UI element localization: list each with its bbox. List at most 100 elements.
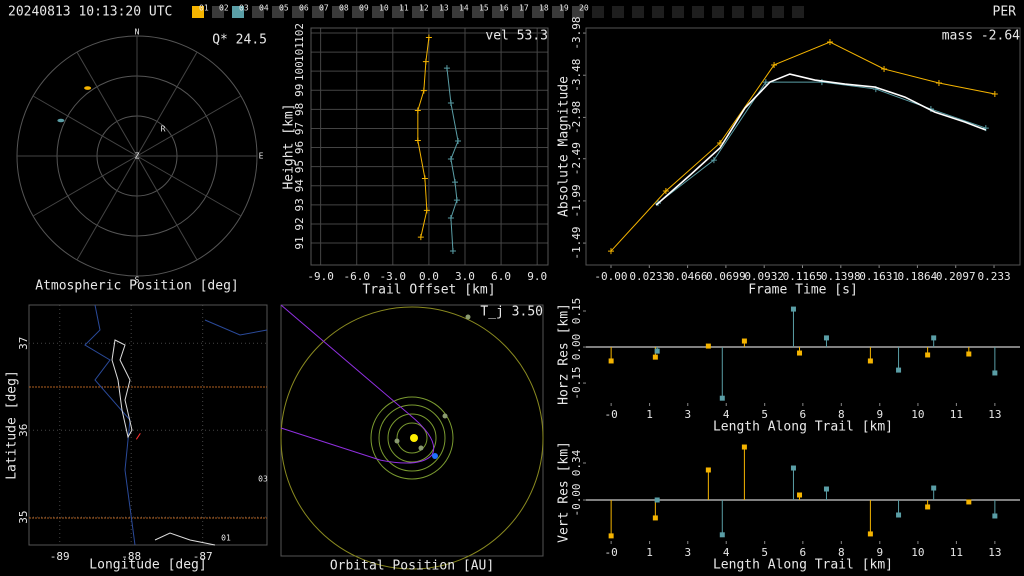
camera-tile[interactable]	[252, 6, 264, 18]
stem-marker	[797, 492, 803, 498]
camera-tile[interactable]	[352, 6, 364, 18]
marker	[455, 138, 462, 145]
camera-tile-idle	[632, 6, 644, 18]
camera-label: 01	[199, 4, 209, 13]
stem-marker	[966, 351, 972, 357]
camera-tile[interactable]	[372, 6, 384, 18]
camera-tile-idle	[712, 6, 724, 18]
station-marker: R	[161, 125, 166, 134]
x-tick-label: 5	[761, 546, 768, 559]
y-tick-label: -2.98	[570, 101, 583, 134]
camera-label: 14	[459, 4, 469, 13]
trail-point	[84, 86, 92, 90]
polar-spoke	[136, 155, 242, 217]
y-tick-label: 94	[293, 179, 306, 193]
camera-tile[interactable]	[412, 6, 424, 18]
camera-tile[interactable]	[432, 6, 444, 18]
zenith-label: Z	[135, 152, 140, 161]
x-tick-label: -9.0	[307, 270, 334, 283]
camera-label: 17	[519, 4, 529, 13]
camera-tile[interactable]	[472, 6, 484, 18]
marker	[826, 39, 833, 46]
camera-label: 10	[379, 4, 389, 13]
camera-tile[interactable]	[332, 6, 344, 18]
camera-label: 20	[579, 4, 589, 13]
marker	[447, 156, 454, 163]
stem-marker	[992, 370, 998, 376]
y-tick-label: 100	[293, 61, 306, 81]
camera-tile-idle	[652, 6, 664, 18]
camera-label: 12	[419, 4, 429, 13]
marker	[662, 188, 669, 195]
trail-point	[57, 118, 65, 123]
y-axis-title: Horz Res [km]	[557, 303, 572, 405]
y-axis-title: Latitude [deg]	[5, 370, 20, 480]
camera-label: 07	[319, 4, 329, 13]
marker	[881, 65, 888, 72]
stem-marker	[719, 532, 725, 538]
x-tick-label: 5	[761, 408, 768, 421]
y-tick-label: 35	[17, 511, 30, 524]
camera-label: 05	[279, 4, 289, 13]
annotation: vel 53.3	[485, 29, 548, 44]
camera-tile[interactable]	[312, 6, 324, 18]
marker	[452, 179, 459, 186]
camera-tile-idle	[592, 6, 604, 18]
y-tick-label: 92	[293, 217, 306, 230]
x-tick-label: 4	[723, 408, 730, 421]
x-tick-label: 6.0	[491, 270, 511, 283]
polar-spoke	[76, 155, 138, 261]
polar-spoke	[32, 95, 138, 157]
stem-marker	[925, 352, 931, 358]
sun	[410, 434, 418, 442]
camera-tile[interactable]	[512, 6, 524, 18]
y-tick-label: 36	[17, 424, 30, 437]
marker	[447, 215, 454, 222]
y-axis-title: Height [km]	[282, 103, 297, 189]
camera-label: 19	[559, 4, 569, 13]
x-tick-label: 11	[950, 546, 963, 559]
y-tick-label: 102	[293, 23, 306, 43]
camera-tile[interactable]	[552, 6, 564, 18]
y-tick-label: -3.48	[570, 59, 583, 92]
y-tick-label: 95	[293, 160, 306, 173]
polar-spoke	[136, 95, 242, 157]
x-tick-label: 11	[950, 408, 963, 421]
timestamp: 20240813 10:13:20 UTC	[8, 5, 172, 20]
camera-label: 13	[439, 4, 449, 13]
stem-marker	[705, 467, 711, 473]
camera-tile[interactable]	[452, 6, 464, 18]
camera-tile[interactable]	[232, 6, 244, 18]
x-tick-label: 0.2097	[936, 270, 976, 283]
stem-marker	[823, 335, 829, 341]
x-tick-label: 6	[800, 408, 807, 421]
plot-frame	[585, 27, 1021, 266]
plot-frame	[28, 304, 268, 546]
stem-marker	[931, 335, 937, 341]
marker	[425, 34, 432, 41]
border	[29, 386, 267, 519]
camera-tile[interactable]	[292, 6, 304, 18]
stem-marker	[705, 343, 711, 349]
x-tick-label: 0.1631	[859, 270, 899, 283]
camera-tile[interactable]	[532, 6, 544, 18]
camera-tile[interactable]	[392, 6, 404, 18]
series-line	[610, 41, 995, 252]
planet-orbit	[378, 404, 446, 472]
station-label: 03	[258, 475, 268, 484]
camera-tile[interactable]	[212, 6, 224, 18]
camera-tile[interactable]	[192, 6, 204, 18]
camera-tile[interactable]	[272, 6, 284, 18]
stem-marker	[790, 306, 796, 312]
stem-marker	[654, 348, 660, 354]
camera-label: 16	[499, 4, 509, 13]
stem-marker	[652, 515, 658, 521]
earth	[432, 453, 438, 459]
stem-marker	[931, 485, 937, 491]
camera-tile[interactable]	[572, 6, 584, 18]
x-tick-label: -88	[121, 550, 141, 563]
camera-label: 02	[219, 4, 229, 13]
camera-tile[interactable]	[492, 6, 504, 18]
planet	[394, 438, 400, 444]
